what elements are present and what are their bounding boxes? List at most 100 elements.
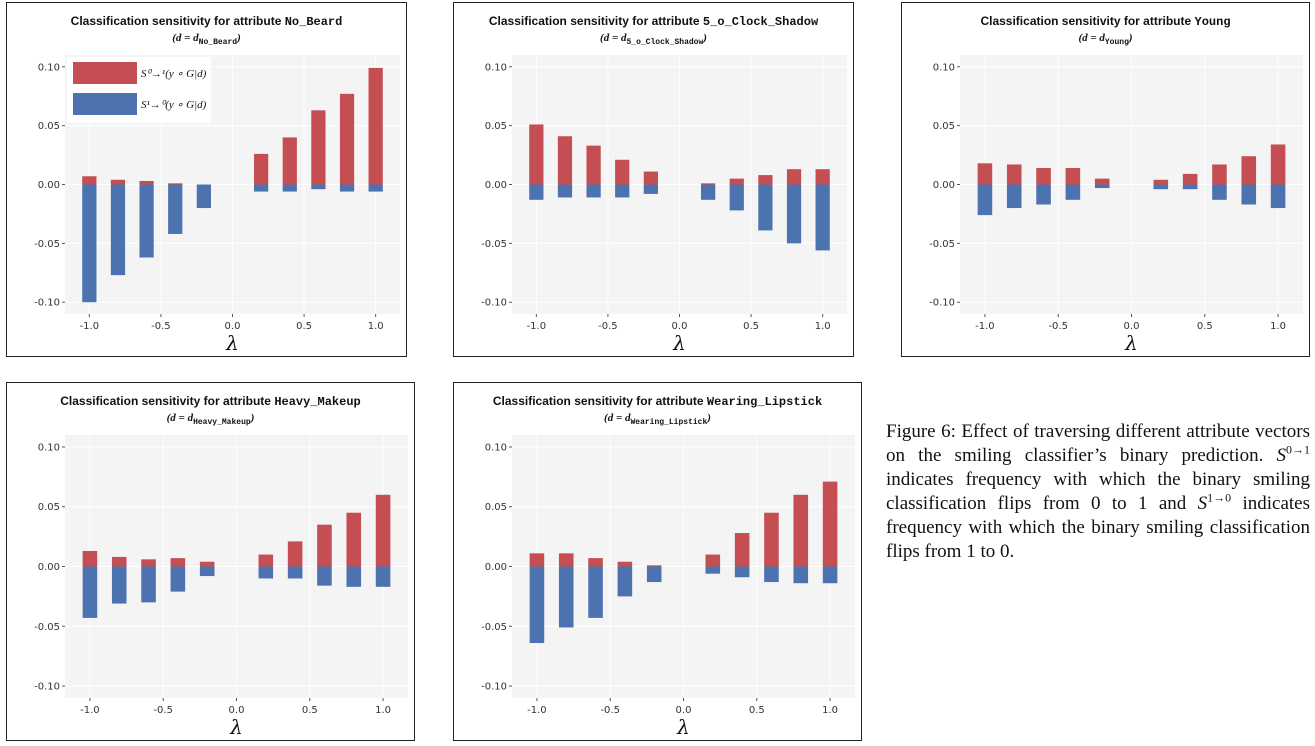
bar-s01 xyxy=(558,553,574,567)
legend-swatch-s01 xyxy=(73,62,137,84)
chart-subtitle-sub: Young xyxy=(1105,38,1129,47)
y-tick-label: -0.10 xyxy=(929,298,955,309)
bar-s10 xyxy=(734,566,750,578)
bar-s01 xyxy=(643,171,658,185)
chart-wearing-lipstick: Classification sensitivity for attribute… xyxy=(481,394,855,739)
bar-s01 xyxy=(139,180,154,185)
y-tick-label: 0.10 xyxy=(485,442,507,453)
chart-5-o-clock-shadow: Classification sensitivity for attribute… xyxy=(481,14,847,355)
bar-s01 xyxy=(287,541,303,567)
chart-title: Classification sensitivity for attribute… xyxy=(71,14,343,29)
caption-s-symbol-b: S xyxy=(1197,493,1208,514)
x-tick-label: 0.0 xyxy=(225,321,241,332)
bar-s10 xyxy=(822,566,838,584)
bar-s10 xyxy=(643,184,658,194)
chart-title-prefix: Classification sensitivity for attribute xyxy=(493,394,707,408)
y-tick-label: 0.10 xyxy=(933,62,955,73)
bar-s01 xyxy=(1065,168,1081,185)
chart-title-prefix: Classification sensitivity for attribute xyxy=(60,394,274,408)
y-tick-label: 0.05 xyxy=(485,502,507,513)
bar-s01 xyxy=(110,179,126,185)
bar-s10 xyxy=(1182,184,1198,190)
x-tick-label: -0.5 xyxy=(153,705,173,716)
chart-panel-young: Classification sensitivity for attribute… xyxy=(901,2,1310,357)
bar-s10 xyxy=(557,184,573,198)
x-tick-label: -0.5 xyxy=(598,321,618,332)
x-tick-label: 0.5 xyxy=(1197,321,1213,332)
bar-s10 xyxy=(199,566,215,577)
bar-s10 xyxy=(586,184,601,198)
bar-s01 xyxy=(822,481,838,567)
y-tick-label: -0.10 xyxy=(481,298,507,309)
bar-s01 xyxy=(254,153,269,185)
caption-part1: Effect of traversing different attribute… xyxy=(886,421,1310,466)
x-tick-label: 0.5 xyxy=(749,705,765,716)
chart-subtitle: (d = dHeavy_Makeup) xyxy=(167,412,255,427)
bar-s10 xyxy=(282,184,297,192)
bar-s10 xyxy=(111,566,127,604)
x-tick-label: -1.0 xyxy=(975,321,995,332)
bar-s10 xyxy=(764,566,779,583)
x-tick-label: 1.0 xyxy=(822,705,838,716)
chart-subtitle: (d = d5_o_Clock_Shadow) xyxy=(600,32,707,47)
bar-s01 xyxy=(588,558,603,567)
bar-s01 xyxy=(586,145,601,185)
x-tick-label: -1.0 xyxy=(527,321,547,332)
bar-s10 xyxy=(529,184,544,200)
chart-title-prefix: Classification sensitivity for attribute xyxy=(489,14,703,28)
bar-s10 xyxy=(558,566,574,628)
bar-s01 xyxy=(557,136,573,185)
chart-subtitle-sub: Heavy_Makeup xyxy=(193,418,251,427)
caption-label: Figure 6: xyxy=(886,421,956,442)
chart-subtitle-sub: Wearing_Lipstick xyxy=(630,418,707,427)
y-tick-label: -0.10 xyxy=(34,298,60,309)
bar-s10 xyxy=(141,566,156,603)
chart-title-attribute: 5_o_Clock_Shadow xyxy=(703,15,819,29)
x-tick-label: 0.0 xyxy=(1124,321,1140,332)
figure-caption: Figure 6: Effect of traversing different… xyxy=(886,420,1310,564)
chart-subtitle-sub: 5_o_Clock_Shadow xyxy=(626,38,703,47)
bar-s10 xyxy=(617,566,633,597)
chart-subtitle: (d = dWearing_Lipstick) xyxy=(604,412,711,427)
y-tick-label: 0.00 xyxy=(485,562,507,573)
bar-s01 xyxy=(793,494,809,567)
x-axis-label: λ xyxy=(672,331,686,355)
bar-s01 xyxy=(764,512,779,567)
bar-s01 xyxy=(82,176,97,185)
x-tick-label: -1.0 xyxy=(80,705,100,716)
bar-s10 xyxy=(287,566,303,579)
chart-subtitle-main: (d = d xyxy=(600,32,627,44)
bar-s10 xyxy=(1006,184,1022,209)
chart-title: Classification sensitivity for attribute… xyxy=(489,14,819,29)
chart-subtitle-end: ) xyxy=(702,32,707,44)
y-tick-label: 0.05 xyxy=(485,121,507,132)
chart-title-attribute: No_Beard xyxy=(285,15,343,29)
legend-swatch-s10 xyxy=(73,93,137,115)
chart-young: Classification sensitivity for attribute… xyxy=(929,14,1303,355)
bar-s10 xyxy=(317,566,332,586)
y-tick-label: -0.05 xyxy=(481,239,507,250)
bar-s10 xyxy=(588,566,603,618)
x-axis-label: λ xyxy=(676,715,690,739)
bar-s01 xyxy=(815,169,830,185)
x-tick-label: 0.5 xyxy=(743,321,759,332)
bar-s01 xyxy=(758,175,773,185)
y-tick-label: 0.00 xyxy=(485,180,507,191)
chart-title-prefix: Classification sensitivity for attribute xyxy=(980,14,1194,28)
chart-title-attribute: Heavy_Makeup xyxy=(274,395,360,409)
chart-subtitle-sub: No_Beard xyxy=(199,38,238,47)
bar-s01 xyxy=(141,559,156,567)
bar-s10 xyxy=(705,566,721,574)
bar-s10 xyxy=(82,566,98,618)
bar-s10 xyxy=(815,184,830,251)
chart-panel-heavy-makeup: Classification sensitivity for attribute… xyxy=(6,382,415,741)
x-tick-label: 1.0 xyxy=(375,705,391,716)
chart-subtitle-end: ) xyxy=(1128,32,1133,44)
y-tick-label: -0.05 xyxy=(481,622,507,633)
bar-s10 xyxy=(529,566,545,644)
x-axis-label: λ xyxy=(1124,331,1138,355)
x-tick-label: 1.0 xyxy=(1270,321,1286,332)
bar-s01 xyxy=(729,178,744,185)
caption-sup-01: 0→1 xyxy=(1286,442,1311,457)
bar-s01 xyxy=(977,163,993,185)
